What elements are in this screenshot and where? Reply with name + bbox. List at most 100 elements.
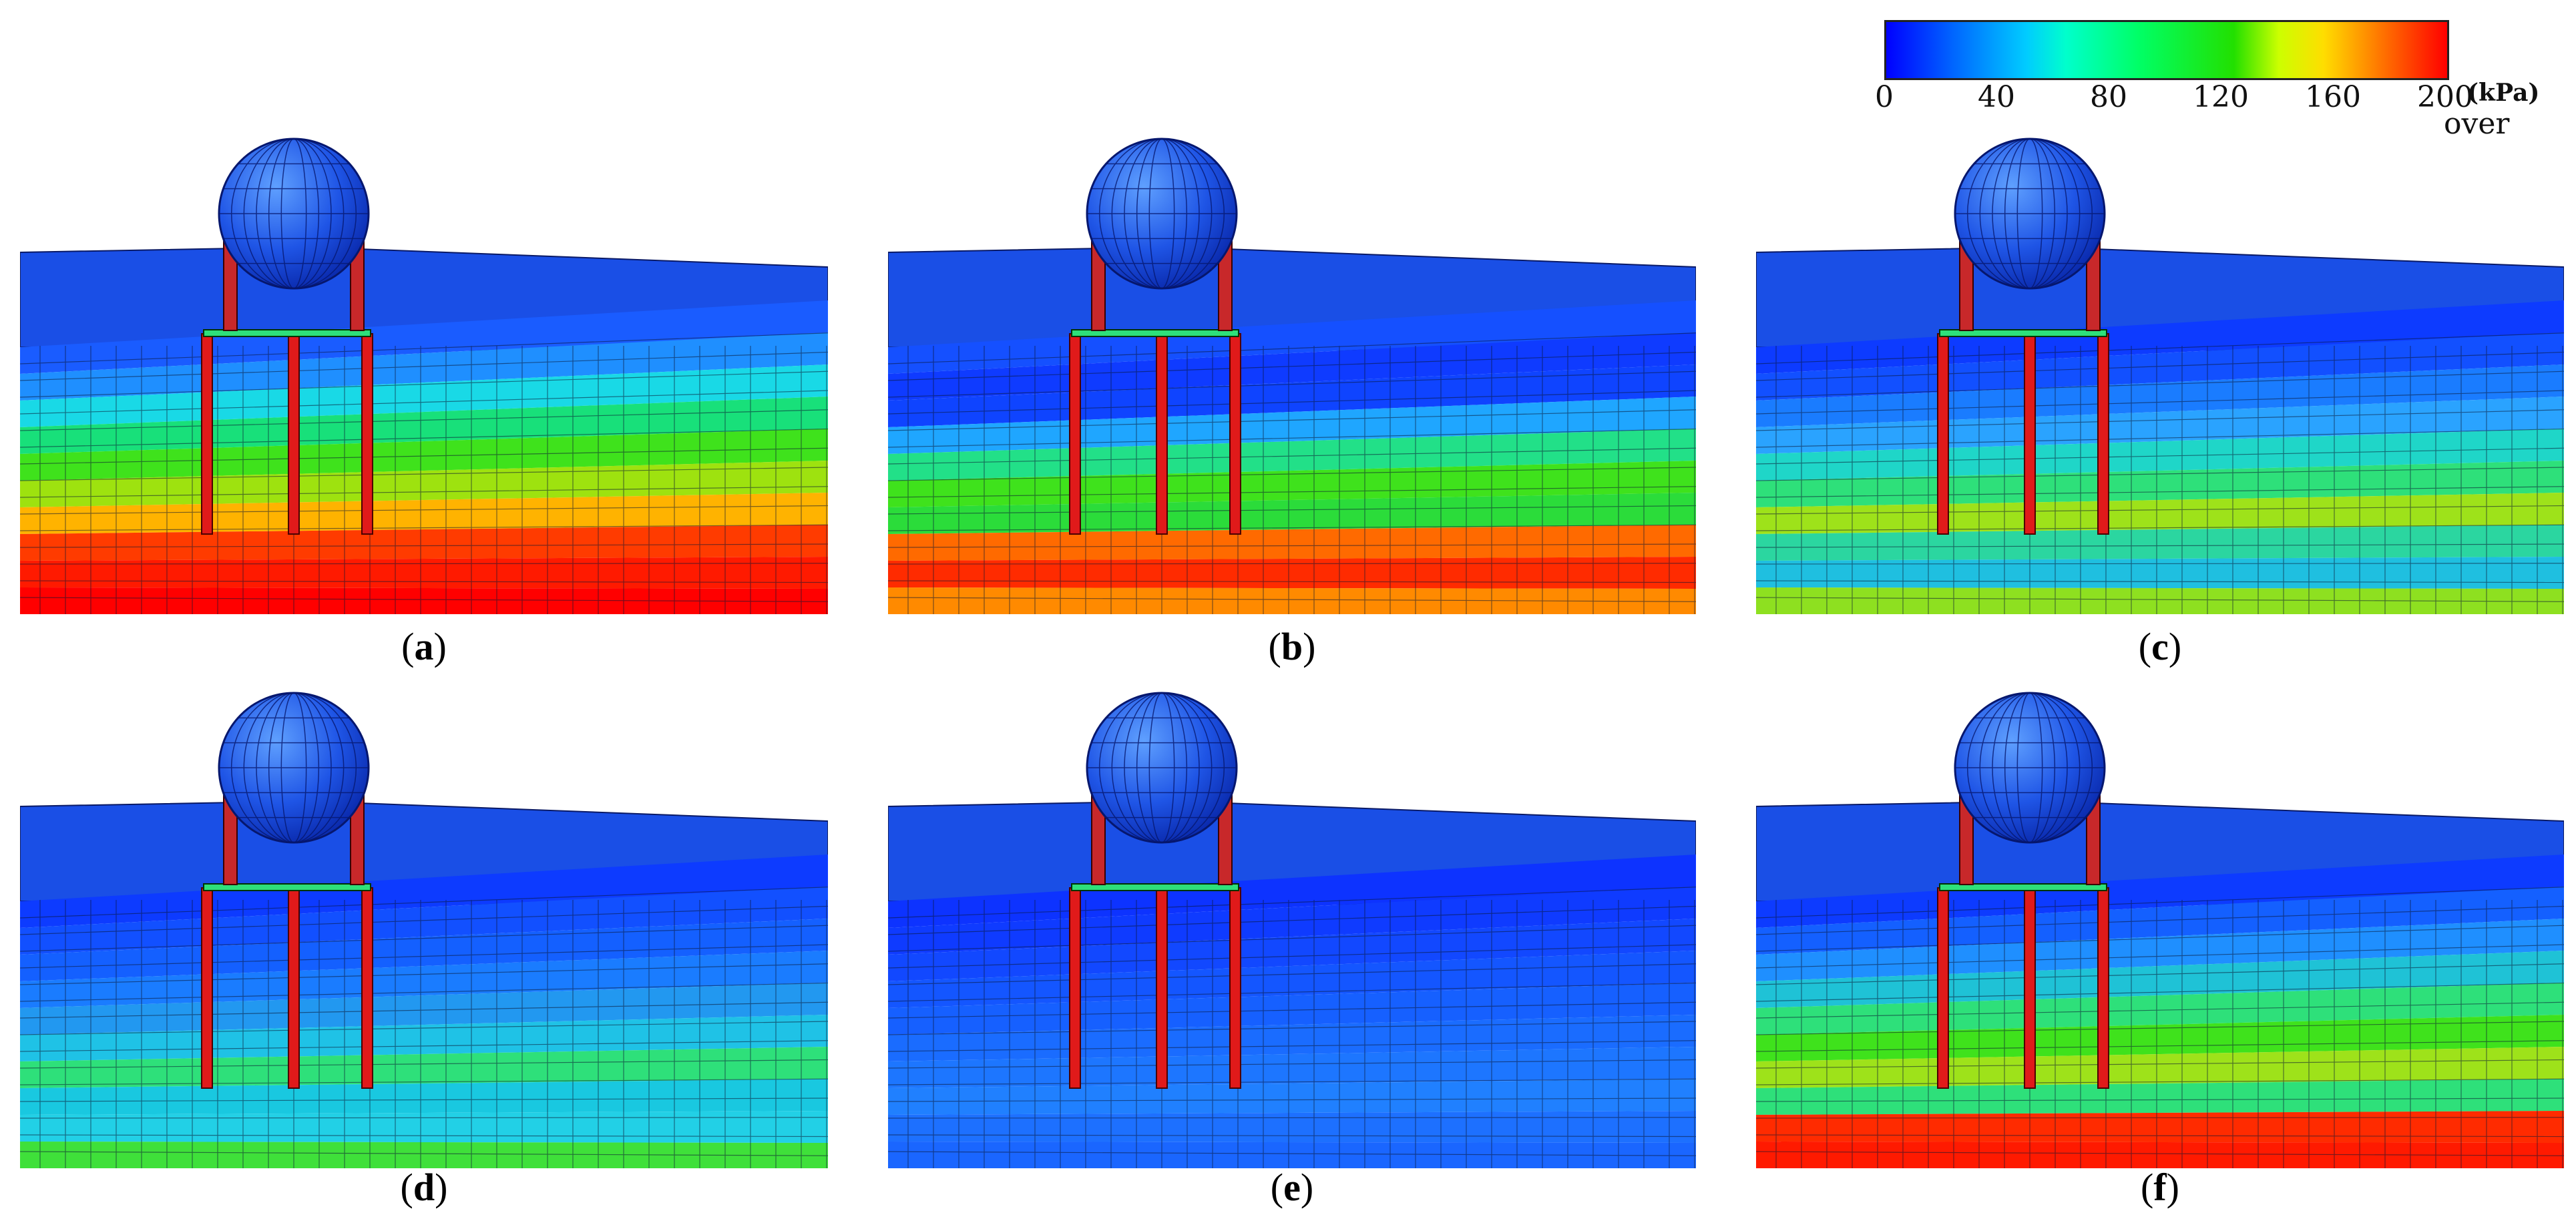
soil-layer [1756, 1015, 2564, 1061]
pile [361, 333, 373, 535]
mesh-grid [20, 887, 828, 1168]
soil-layer [20, 364, 828, 427]
pile [288, 887, 300, 1089]
soil-layer [20, 587, 828, 614]
soil-layer [1756, 461, 2564, 507]
pile [2024, 887, 2036, 1089]
pressure-colorbar [1884, 20, 2449, 80]
soil-layer-bands [20, 854, 828, 1168]
soil-layer [888, 854, 1696, 928]
caption-f: (f) [2141, 1166, 2179, 1209]
pile-foundation [1937, 329, 2109, 535]
soil-layer [888, 364, 1696, 427]
soil-layer [1756, 1047, 2564, 1088]
pile [1229, 887, 1241, 1089]
caption-d: (d) [400, 1166, 448, 1209]
pile-foundation [201, 329, 373, 535]
soil-layer [1756, 493, 2564, 534]
soil-layer-bands [20, 300, 828, 614]
caption-c: (c) [2138, 625, 2182, 668]
soil-layer [20, 951, 828, 1008]
soil-block-scene [20, 692, 828, 1168]
soil-layer [20, 525, 828, 561]
mesh-grid [20, 332, 828, 614]
panel-e [888, 688, 1696, 1168]
soil-layer [888, 1111, 1696, 1143]
soil-layer [1756, 429, 2564, 481]
soil-layer [888, 1047, 1696, 1088]
mesh-grid [1756, 887, 2564, 1168]
soil-layer [888, 429, 1696, 481]
panel-b [888, 134, 1696, 614]
soil-layer [20, 1015, 828, 1061]
soil-layer [888, 1079, 1696, 1115]
soil-layer [20, 461, 828, 507]
panel-f [1756, 688, 2564, 1168]
soil-block-scene [888, 138, 1696, 614]
soil-layer [888, 1015, 1696, 1061]
colorbar-tick-40: 40 [1978, 80, 2015, 114]
soil-layer [888, 557, 1696, 589]
pile [2097, 333, 2109, 535]
soil-layer [20, 1142, 828, 1168]
soil-block-scene [20, 138, 828, 614]
pile [1156, 333, 1168, 535]
pile [201, 887, 213, 1089]
colorbar-tick-0: 0 [1875, 80, 1894, 114]
soil-layer [888, 493, 1696, 534]
pile [2024, 333, 2036, 535]
pile [1069, 333, 1081, 535]
soil-layer [20, 1111, 828, 1143]
caption-b: (b) [1268, 625, 1316, 668]
soil-block-scene [1756, 692, 2564, 1168]
soil-layer [1756, 364, 2564, 427]
soil-layer [1756, 397, 2564, 454]
soil-layer [888, 951, 1696, 1008]
pile [1156, 887, 1168, 1089]
soil-layer [1756, 1142, 2564, 1168]
mesh-grid [1756, 332, 2564, 614]
colorbar-over-label: over [2444, 107, 2510, 141]
soil-layer [20, 397, 828, 454]
soil-block-scene [1756, 138, 2564, 614]
pile-foundation [1937, 883, 2109, 1089]
soil-layer [888, 983, 1696, 1035]
pile [1069, 887, 1081, 1089]
pile [1937, 887, 1949, 1089]
pile [2097, 887, 2109, 1089]
soil-block-scene [888, 692, 1696, 1168]
soil-layer [1756, 951, 2564, 1008]
soil-layer [1756, 919, 2564, 981]
pile-foundation [1069, 329, 1241, 535]
colorbar-tick-200: 200 [2417, 80, 2473, 114]
soil-layer [1756, 1079, 2564, 1115]
pile [361, 887, 373, 1089]
soil-layer [888, 587, 1696, 614]
soil-layer [20, 1047, 828, 1088]
soil-layer [888, 1142, 1696, 1168]
soil-layer [1756, 557, 2564, 589]
pile-foundation [1069, 883, 1241, 1089]
soil-layer [1756, 300, 2564, 374]
soil-layer [20, 919, 828, 981]
caption-e: (e) [1270, 1166, 1314, 1209]
soil-layer [1756, 1111, 2564, 1143]
soil-layer [20, 1079, 828, 1115]
mesh-grid [888, 332, 1696, 614]
colorbar-unit: (kPa) [2467, 79, 2540, 107]
panel-c [1756, 134, 2564, 614]
soil-layer [20, 429, 828, 481]
soil-layer-bands [1756, 854, 2564, 1168]
pile [288, 333, 300, 535]
pile [1937, 333, 1949, 535]
soil-layer [20, 557, 828, 589]
pile-foundation [201, 883, 373, 1089]
soil-layer [20, 854, 828, 928]
soil-layer [888, 300, 1696, 374]
caption-a: (a) [401, 625, 447, 668]
pile [201, 333, 213, 535]
soil-layer [20, 983, 828, 1035]
soil-layer [888, 919, 1696, 981]
colorbar-tick-120: 120 [2193, 80, 2249, 114]
panel-d [20, 688, 828, 1168]
